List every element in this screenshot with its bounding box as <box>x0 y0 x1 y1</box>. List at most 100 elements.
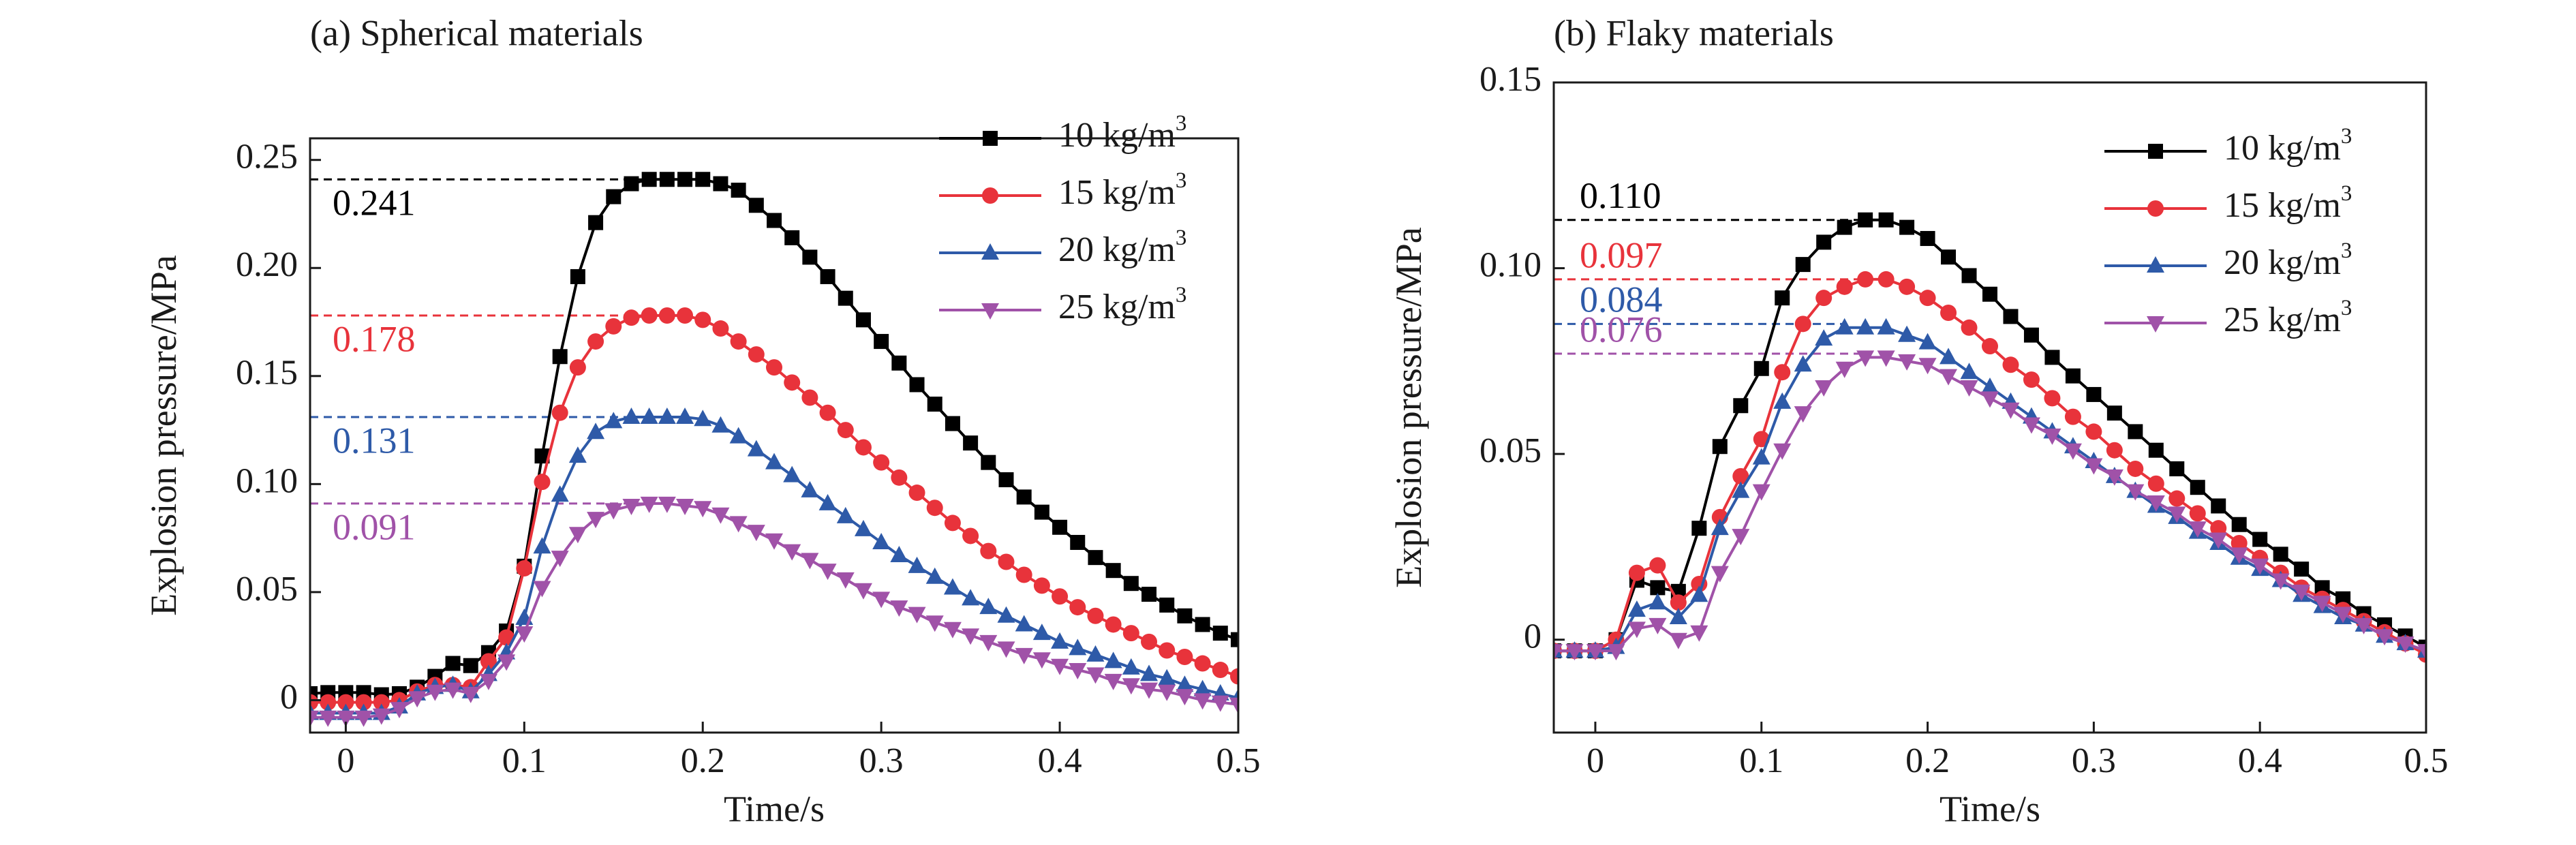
data-point <box>1015 647 1033 664</box>
data-point <box>1732 481 1750 498</box>
data-point <box>1690 585 1708 602</box>
data-point <box>1140 682 1159 699</box>
data-point <box>1898 354 1916 371</box>
data-point <box>2251 558 2269 575</box>
data-point <box>2417 644 2426 661</box>
data-point <box>604 503 623 520</box>
data-point <box>623 309 640 326</box>
data-point <box>1586 644 1604 661</box>
data-point <box>2294 562 2310 577</box>
legend-marker <box>981 303 999 320</box>
data-point <box>1877 318 1895 335</box>
data-point <box>1088 550 1103 566</box>
data-point <box>461 686 480 703</box>
data-point <box>908 556 926 573</box>
data-point <box>445 656 461 671</box>
data-point <box>767 213 782 228</box>
data-point <box>1918 358 1937 375</box>
legend-marker <box>983 131 998 146</box>
data-point <box>891 469 908 486</box>
data-point <box>1815 290 1833 307</box>
legend-label: 20 kg/m3 <box>1058 226 1186 269</box>
x-tick-label: 0.5 <box>1216 741 1261 780</box>
legend-label: 20 kg/m3 <box>2224 239 2352 282</box>
data-point <box>838 290 853 306</box>
data-point <box>1961 319 1978 336</box>
data-point <box>408 691 427 708</box>
data-point <box>854 583 872 600</box>
data-point <box>980 542 997 559</box>
data-point <box>2023 327 2039 343</box>
data-point <box>1565 644 1584 661</box>
data-point <box>801 480 819 497</box>
data-point <box>962 589 980 606</box>
data-point <box>587 333 604 350</box>
data-point <box>908 606 926 624</box>
data-point <box>1836 278 1853 295</box>
data-point <box>373 694 390 711</box>
data-point <box>1712 439 1728 455</box>
data-point <box>568 446 587 463</box>
data-point <box>2313 596 2331 613</box>
data-point <box>1051 658 1069 675</box>
data-point <box>1158 669 1176 686</box>
data-point <box>1816 234 1832 250</box>
data-point <box>355 694 372 711</box>
data-point <box>1939 369 1958 386</box>
data-point <box>640 408 658 425</box>
data-point <box>1230 668 1238 685</box>
data-point <box>979 634 998 651</box>
data-point <box>1052 519 1068 535</box>
data-point <box>2252 532 2268 547</box>
data-point <box>2064 443 2082 460</box>
data-point <box>2065 368 2081 384</box>
data-point <box>2002 402 2020 419</box>
data-point <box>1669 632 1687 649</box>
data-point <box>1176 689 1194 706</box>
series-4 <box>1554 350 2426 661</box>
data-point <box>908 485 925 502</box>
data-point <box>551 404 568 421</box>
data-point <box>1940 304 1957 321</box>
data-point <box>962 628 980 645</box>
data-point <box>1176 649 1193 666</box>
annotation-label: 0.091 <box>333 506 416 547</box>
data-point <box>801 553 819 570</box>
legend-label: 10 kg/m3 <box>1058 111 1186 155</box>
chart-panel-1: (a) Spherical materials 0.241 0.178 0.131 0.… <box>143 12 1261 829</box>
annotation-label: 0.131 <box>333 420 416 461</box>
annotation-label: 0.076 <box>1580 309 1663 350</box>
x-tick-label: 0.2 <box>681 741 725 780</box>
data-point <box>337 694 354 711</box>
data-point <box>1086 645 1105 662</box>
legend-item: 25 kg/m3 <box>2104 296 2352 339</box>
annotation-label: 0.097 <box>1580 234 1663 275</box>
data-point <box>2314 580 2330 596</box>
data-point <box>926 500 943 517</box>
data-point <box>426 684 444 701</box>
y-axis-label: Explosion pressure/MPa <box>143 255 184 615</box>
data-point <box>2334 606 2352 624</box>
data-point <box>818 564 837 581</box>
data-point <box>943 578 962 595</box>
data-point <box>1877 271 1895 288</box>
y-tick-label: 0.20 <box>236 245 298 284</box>
data-point <box>1649 593 1667 610</box>
data-point <box>1032 624 1051 641</box>
data-point <box>2210 520 2227 537</box>
data-point <box>497 654 516 671</box>
data-point <box>676 408 694 425</box>
data-point <box>1052 588 1069 605</box>
data-point <box>1649 557 1666 574</box>
legend-item: 10 kg/m3 <box>2104 124 2352 168</box>
data-point <box>2128 424 2143 440</box>
data-point <box>1554 644 1563 661</box>
data-point <box>1773 392 1792 409</box>
data-point <box>1193 679 1212 696</box>
data-point <box>2396 636 2414 654</box>
data-point <box>1627 600 1646 617</box>
x-tick-label: 0 <box>1586 741 1604 780</box>
data-point <box>570 268 585 284</box>
data-point <box>569 359 586 376</box>
